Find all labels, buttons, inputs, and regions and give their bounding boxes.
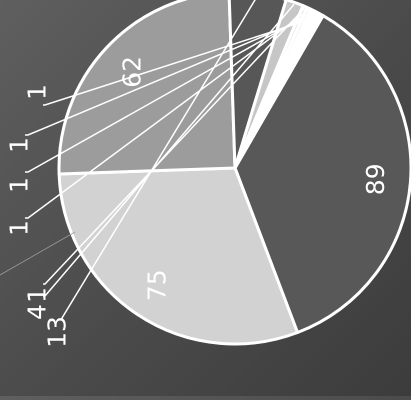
slice-label-8: 1: [5, 177, 34, 193]
slice-label-3: 62: [118, 56, 147, 88]
leader-line-10: [43, 15, 321, 106]
slice-label-10: 1: [23, 84, 52, 100]
slice-label-7: 1: [5, 220, 34, 236]
leader-line-6: [43, 7, 305, 285]
pie-slice-10: [233, 11, 325, 170]
pie-slices: [57, 0, 411, 346]
slice-label-1: 89: [361, 163, 390, 195]
pie-slice-2: [57, 166, 300, 346]
slice-label-6: 1: [23, 287, 52, 303]
pie-slice-3: [57, 0, 237, 176]
leader-line-4: [60, 0, 256, 319]
leader-line-8: [25, 11, 313, 173]
slice-label-2: 75: [143, 269, 172, 301]
leader-lines: [0, 0, 321, 319]
slice-label-5: 4: [23, 304, 52, 320]
leader-line-5: [43, 3, 295, 297]
leader-line-7: [25, 9, 309, 219]
slice-label-9: 1: [5, 137, 34, 153]
decorative-line: [0, 231, 76, 276]
pie-slice-1: [233, 14, 411, 335]
leader-line-9: [25, 13, 317, 136]
slice-label-4: 13: [43, 316, 72, 348]
